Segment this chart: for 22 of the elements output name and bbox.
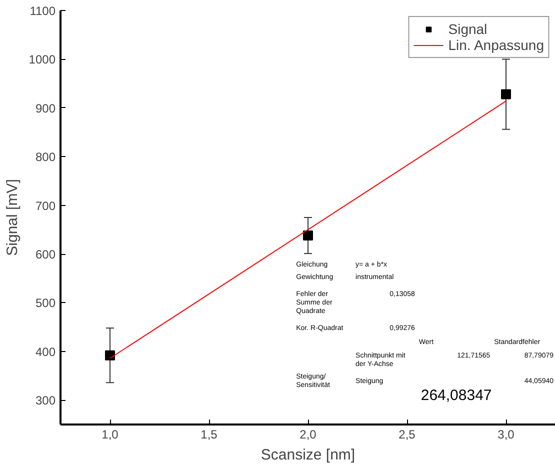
y-tick-label: 500 [35,296,56,310]
y-tick-label: 800 [35,150,56,164]
x-tick-label: 2,0 [300,428,317,442]
legend-label: Lin. Anpassung [448,37,544,53]
x-axis-title: Scansize [nm] [260,446,356,464]
y-tick-label: 700 [35,198,56,213]
y-axis-title: Signal [mV] [4,179,21,256]
y-tick-label: 300 [35,394,56,408]
x-tick-label: 1,0 [102,428,119,442]
annotation: 264,08347 [420,386,492,404]
y-tick-label: 1000 [28,52,56,67]
x-tick-label: 2,5 [398,428,416,442]
point [501,89,511,100]
y-tick-label: 900 [35,101,56,116]
x-tick-label: 3,0 [498,428,515,442]
point [303,230,313,241]
y-tick-label: 400 [35,344,56,359]
y-tick-label: 600 [35,248,56,262]
point [105,350,115,360]
legend-label: Signal [448,21,488,37]
x-tick-label: 1,5 [200,428,218,442]
y-tick-label: 1100 [30,4,56,18]
